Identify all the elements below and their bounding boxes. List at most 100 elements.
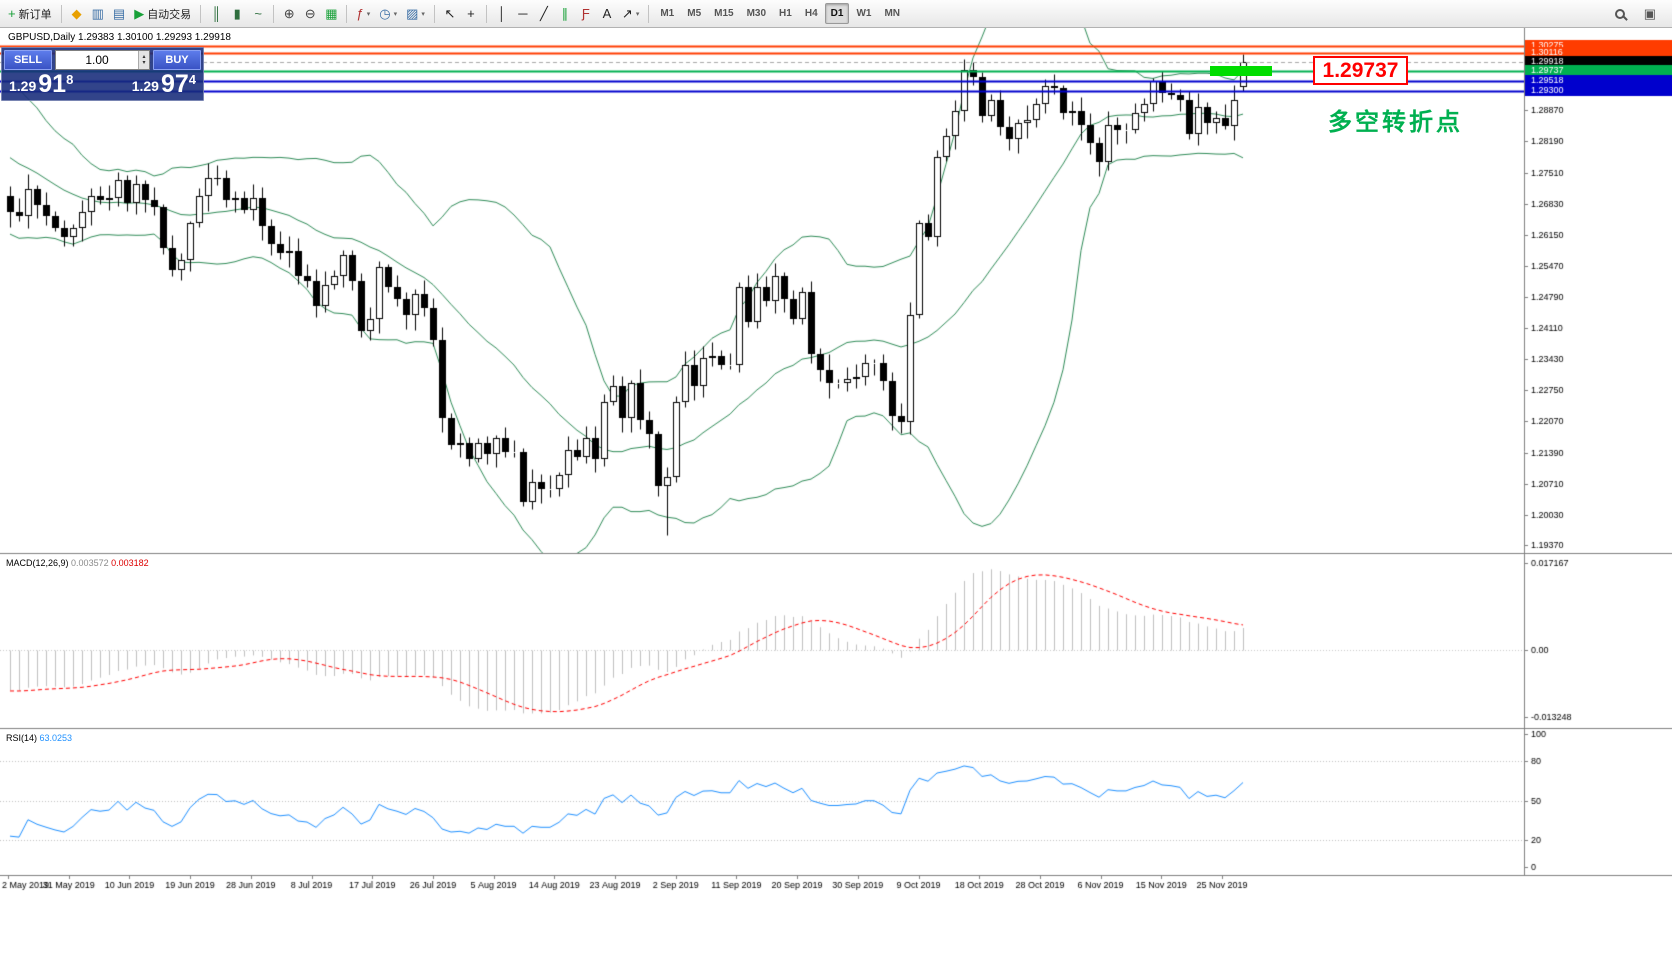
volume-decrease-icon[interactable]: ▾ xyxy=(142,60,146,66)
text-icon: A xyxy=(602,6,612,21)
sell-button[interactable]: SELL xyxy=(4,50,52,70)
arrows-icon: ↗ xyxy=(621,6,633,21)
macd-indicator-label: MACD(12,26,9) 0.003572 0.003182 xyxy=(6,558,149,568)
buy-price-head: 1.29 xyxy=(131,78,159,94)
market-watch-icon: ▥ xyxy=(91,6,104,21)
line-chart-icon[interactable]: ~ xyxy=(248,3,268,25)
candlestick-icon: ▮ xyxy=(233,6,241,21)
horizontal-line-icon[interactable]: ─ xyxy=(513,3,533,25)
arrows-icon[interactable]: ↗ ▾ xyxy=(618,3,643,25)
new-order-icon: + xyxy=(8,6,16,21)
volume-control: ▴ ▾ xyxy=(55,50,150,70)
autotrading-icon: ▶ xyxy=(134,6,145,21)
indicators-icon: ƒ xyxy=(356,6,364,21)
toolbar-right-group: ▣ xyxy=(1610,3,1668,25)
fibonacci-icon: Ƒ xyxy=(581,6,590,21)
main-toolbar: + 新订单 ◆ ▥ ▤ ▶ 自动交易 ║ ▮ ~ ⊕ ⊖ ▦ ƒ ▾ ◷ ▾ ▨ ▾ ↖ + │ ─ ╱ ∥ Ƒ A ↗ ▾ M1 M5 M1… xyxy=(0,0,1672,28)
toolbar-separator xyxy=(433,4,435,23)
buy-price-pip: 4 xyxy=(188,72,196,87)
crosshair-icon[interactable]: + xyxy=(461,3,481,25)
rsi-value: 63.0253 xyxy=(39,733,73,743)
navigator-icon: ▤ xyxy=(112,6,126,21)
vertical-line-icon: │ xyxy=(497,6,506,21)
toolbar-separator xyxy=(485,4,487,23)
price-chart-canvas[interactable] xyxy=(0,28,1672,953)
zoom-in-icon[interactable]: ⊕ xyxy=(279,3,299,25)
channel-icon[interactable]: ∥ xyxy=(555,3,575,25)
search-icon xyxy=(1614,8,1625,19)
volume-increase-icon[interactable]: ▴ xyxy=(142,54,146,60)
timeframe-w1[interactable]: W1 xyxy=(850,3,877,24)
autotrading-button[interactable]: ▶ 自动交易 xyxy=(130,3,195,25)
market-watch-icon[interactable]: ▥ xyxy=(88,3,108,25)
toolbar-separator xyxy=(648,4,650,23)
vertical-line-icon[interactable]: │ xyxy=(492,3,512,25)
chart-window-icon: ▣ xyxy=(1643,6,1656,21)
bar-chart-icon: ║ xyxy=(211,6,221,21)
macd-signal-value: 0.003182 xyxy=(111,558,149,568)
rsi-indicator-label: RSI(14) 63.0253 xyxy=(6,733,72,743)
price-flag-label[interactable]: 1.29737 xyxy=(1313,56,1408,85)
templates-icon[interactable]: ▨ ▾ xyxy=(402,3,429,25)
volume-spinner: ▴ ▾ xyxy=(138,51,149,69)
fibonacci-icon[interactable]: Ƒ xyxy=(576,3,596,25)
zoom-out-icon[interactable]: ⊖ xyxy=(300,3,320,25)
toolbar-separator xyxy=(200,4,202,23)
templates-icon: ▨ xyxy=(406,6,419,21)
timeframes-icon: ◷ xyxy=(379,6,391,21)
tile-windows-icon: ▦ xyxy=(325,6,338,21)
sell-price-main: 91 xyxy=(38,70,67,98)
new-order-button[interactable]: + 新订单 xyxy=(4,3,56,25)
favorites-icon[interactable]: ◆ xyxy=(67,3,87,25)
indicators-icon[interactable]: ƒ ▾ xyxy=(352,3,374,25)
timeframe-d1[interactable]: D1 xyxy=(824,3,850,24)
pivot-annotation-text[interactable]: 多空转折点 xyxy=(1328,109,1463,136)
zoom-out-icon: ⊖ xyxy=(304,6,316,21)
trendline-icon[interactable]: ╱ xyxy=(534,3,554,25)
tile-windows-icon[interactable]: ▦ xyxy=(321,3,341,25)
toolbar-separator xyxy=(273,4,275,23)
sell-price-display: 1.29 91 8 xyxy=(9,72,73,97)
chart-window: GBPUSD,Daily 1.29383 1.30100 1.29293 1.2… xyxy=(0,28,1672,953)
search-icon[interactable] xyxy=(1610,3,1630,25)
candlestick-icon[interactable]: ▮ xyxy=(227,3,247,25)
chevron-down-icon: ▾ xyxy=(366,10,371,18)
volume-input[interactable] xyxy=(56,51,138,69)
toolbar-separator xyxy=(346,4,348,23)
chart-ohlc-title: GBPUSD,Daily 1.29383 1.30100 1.29293 1.2… xyxy=(8,32,231,43)
buy-price-main: 97 xyxy=(160,70,189,98)
timeframe-m5[interactable]: M5 xyxy=(681,3,707,24)
horizontal-line-icon: ─ xyxy=(518,6,528,21)
timeframe-m15[interactable]: M15 xyxy=(708,3,739,24)
timeframe-h1[interactable]: H1 xyxy=(773,3,798,24)
macd-name: MACD(12,26,9) xyxy=(6,558,69,568)
navigator-icon[interactable]: ▤ xyxy=(109,3,129,25)
toolbar-separator xyxy=(60,4,62,23)
buy-button[interactable]: BUY xyxy=(153,50,201,70)
ohlc-title-text: GBPUSD,Daily 1.29383 1.30100 1.29293 1.2… xyxy=(8,32,231,43)
timeframe-m1[interactable]: M1 xyxy=(654,3,680,24)
cursor-icon: ↖ xyxy=(444,6,456,21)
channel-icon: ∥ xyxy=(561,6,569,21)
chevron-down-icon: ▾ xyxy=(393,10,398,18)
chevron-down-icon: ▾ xyxy=(421,10,425,18)
timeframes-icon[interactable]: ◷ ▾ xyxy=(375,3,401,25)
zoom-in-icon: ⊕ xyxy=(283,6,295,21)
highlight-rectangle[interactable] xyxy=(1210,66,1272,76)
line-chart-icon: ~ xyxy=(254,6,262,21)
favorites-icon: ◆ xyxy=(71,6,82,21)
timeframe-h4[interactable]: H4 xyxy=(799,3,824,24)
rsi-name: RSI(14) xyxy=(6,733,38,743)
autotrading-button-label: 自动交易 xyxy=(147,8,192,21)
macd-main-value: 0.003572 xyxy=(71,558,109,568)
buy-price-display: 1.29 97 4 xyxy=(132,72,196,97)
text-icon[interactable]: A xyxy=(597,3,617,25)
timeframe-m30[interactable]: M30 xyxy=(741,3,772,24)
new-order-button-label: 新订单 xyxy=(18,8,52,21)
trendline-icon: ╱ xyxy=(539,6,548,21)
cursor-icon[interactable]: ↖ xyxy=(440,3,460,25)
chart-window-icon[interactable]: ▣ xyxy=(1640,3,1660,25)
bar-chart-icon[interactable]: ║ xyxy=(206,3,226,25)
timeframe-mn[interactable]: MN xyxy=(878,3,906,24)
